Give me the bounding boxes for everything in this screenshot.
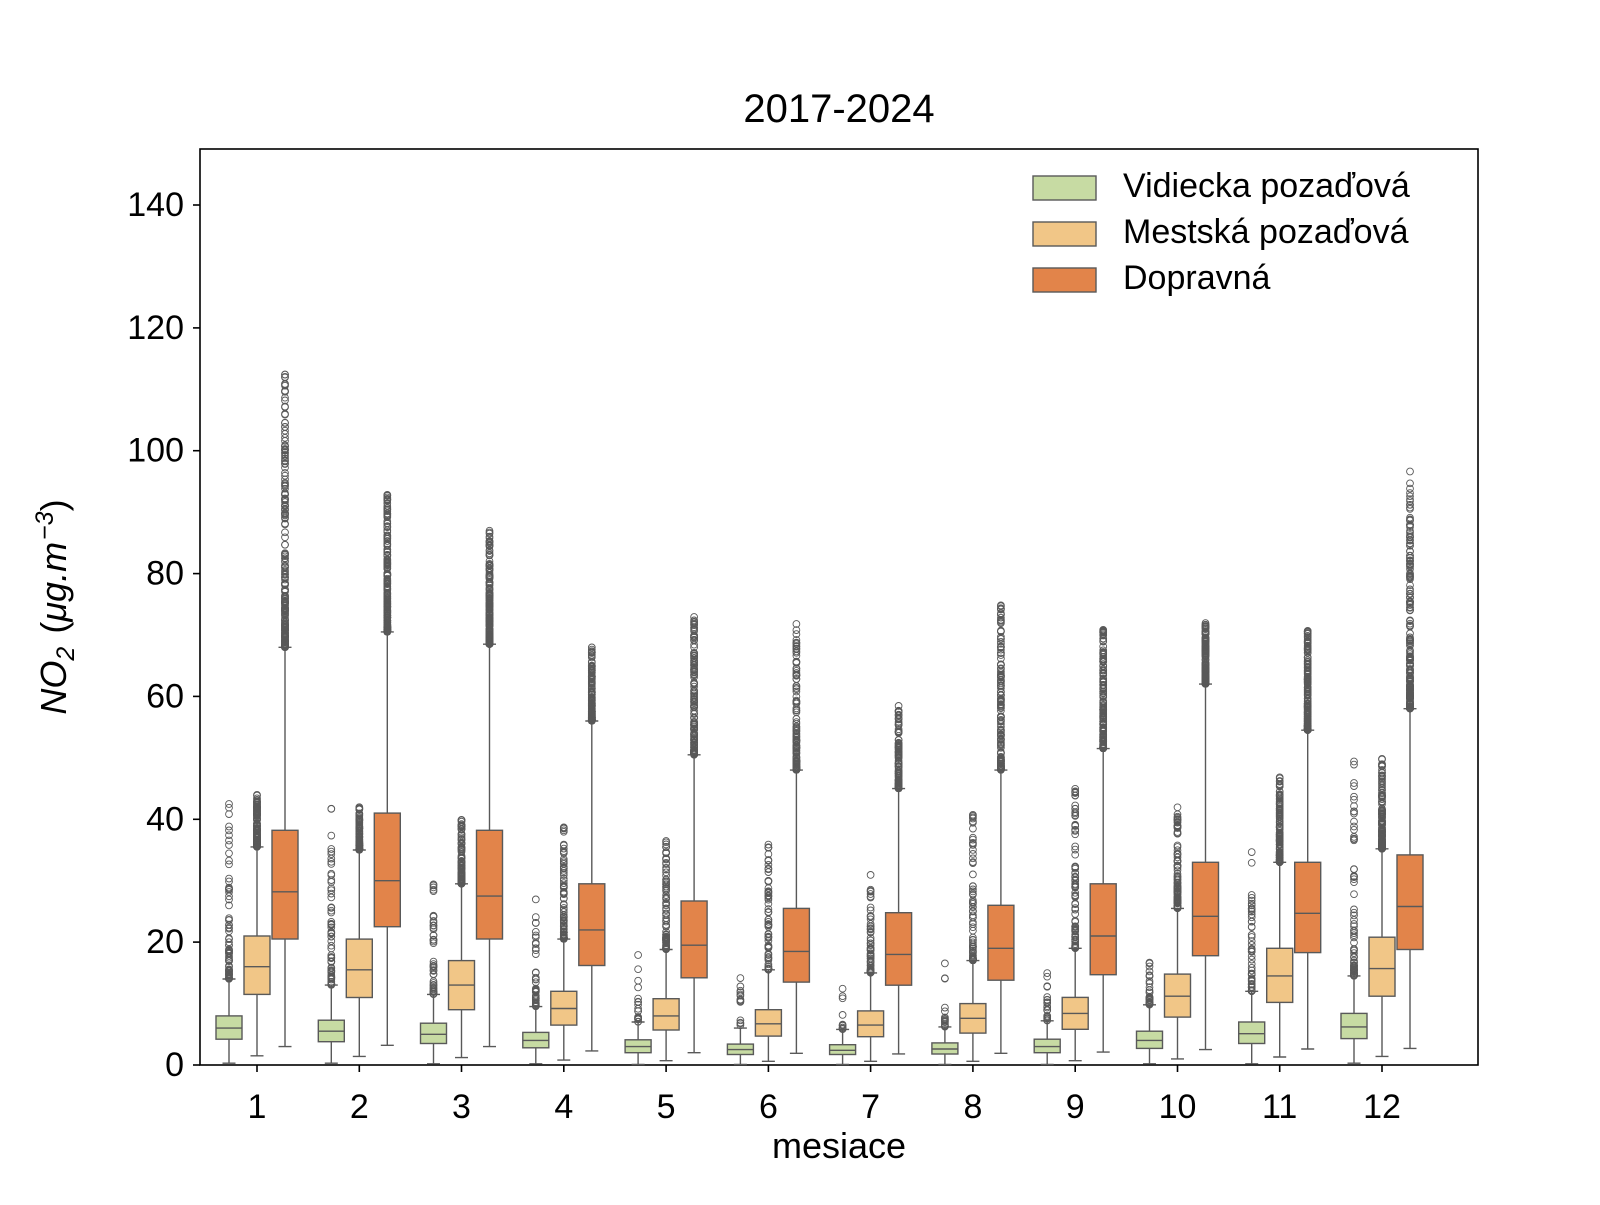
svg-text:Dopravná: Dopravná — [1123, 259, 1271, 297]
svg-text:12: 12 — [1363, 1088, 1401, 1126]
svg-text:10: 10 — [1159, 1088, 1197, 1126]
svg-text:8: 8 — [963, 1088, 982, 1126]
svg-text:Vidiecka pozaďová: Vidiecka pozaďová — [1123, 167, 1410, 205]
svg-text:20: 20 — [146, 923, 184, 961]
svg-text:5: 5 — [657, 1088, 676, 1126]
svg-text:40: 40 — [146, 800, 184, 838]
svg-text:80: 80 — [146, 555, 184, 593]
svg-text:Mestská pozaďová: Mestská pozaďová — [1123, 213, 1409, 251]
svg-text:4: 4 — [554, 1088, 573, 1126]
svg-text:3: 3 — [452, 1088, 471, 1126]
svg-text:100: 100 — [127, 432, 184, 470]
svg-text:mesiace: mesiace — [772, 1125, 906, 1166]
svg-text:140: 140 — [127, 186, 184, 224]
svg-text:60: 60 — [146, 677, 184, 715]
svg-text:2: 2 — [350, 1088, 369, 1126]
svg-text:2017-2024: 2017-2024 — [743, 87, 934, 131]
svg-text:6: 6 — [759, 1088, 778, 1126]
svg-text:1: 1 — [248, 1088, 267, 1126]
svg-text:0: 0 — [165, 1046, 184, 1084]
svg-text:120: 120 — [127, 309, 184, 347]
svg-text:7: 7 — [861, 1088, 880, 1126]
svg-text:9: 9 — [1066, 1088, 1085, 1126]
svg-text:11: 11 — [1262, 1088, 1297, 1126]
